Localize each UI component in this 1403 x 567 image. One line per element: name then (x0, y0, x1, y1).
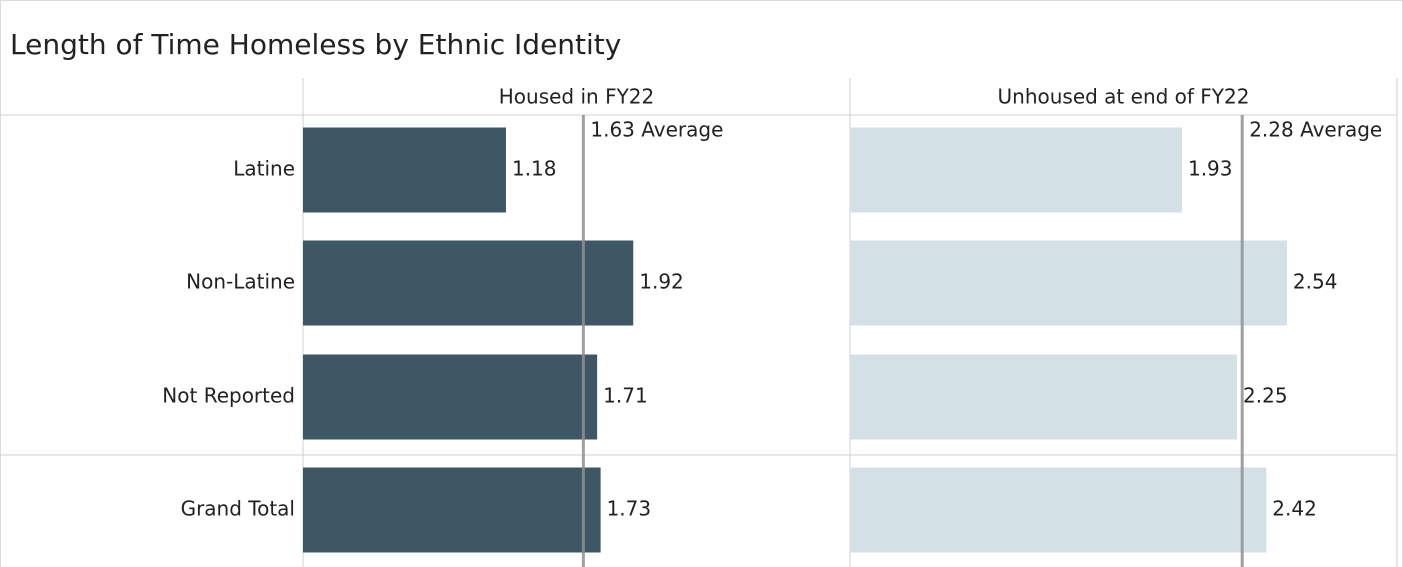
bar (303, 127, 506, 213)
value-label: 2.25 (1243, 384, 1288, 408)
bar (850, 240, 1287, 326)
bar (850, 127, 1182, 213)
category-label: Grand Total (181, 497, 295, 521)
value-label: 1.18 (512, 157, 557, 181)
bar (303, 467, 601, 553)
bar (303, 354, 598, 440)
chart-title: Length of Time Homeless by Ethnic Identi… (10, 28, 621, 61)
reference-label: 2.28 Average (1249, 118, 1382, 142)
bar (303, 240, 634, 326)
bar (850, 354, 1238, 440)
category-label: Non-Latine (186, 270, 295, 294)
value-label: 1.71 (603, 384, 648, 408)
category-label: Latine (233, 157, 295, 181)
reference-label: 1.63 Average (590, 118, 723, 142)
value-label: 1.92 (639, 270, 684, 294)
bar (850, 467, 1267, 553)
value-label: 2.42 (1272, 497, 1317, 521)
panel-header: Housed in FY22 (499, 85, 655, 109)
value-label: 1.73 (607, 497, 652, 521)
value-label: 1.93 (1188, 157, 1233, 181)
category-label: Not Reported (162, 384, 295, 408)
value-label: 2.54 (1293, 270, 1338, 294)
panel-header: Unhoused at end of FY22 (998, 85, 1250, 109)
